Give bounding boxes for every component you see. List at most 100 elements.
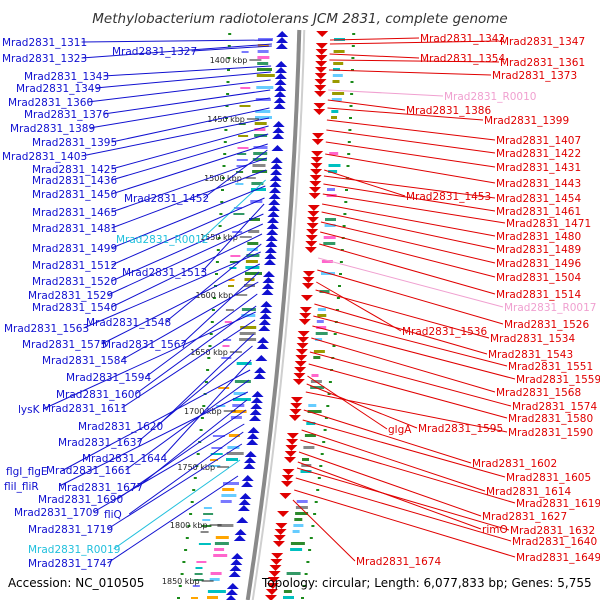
- feature-bar: [235, 183, 244, 185]
- gene-arrow-right: [268, 571, 281, 577]
- feature-bar: [226, 458, 238, 461]
- scale-label: 1700 kbp: [184, 407, 222, 416]
- gene-label-left: Mrad2831_1311: [2, 37, 87, 49]
- track-tick: [227, 69, 230, 71]
- leader-line-right: [295, 477, 512, 542]
- leader-line-left: [81, 43, 272, 59]
- gene-arrow-right: [266, 583, 279, 589]
- gene-arrow-right: [302, 271, 315, 277]
- leader-line-left: [103, 65, 272, 77]
- feature-bar: [256, 74, 275, 77]
- feature-bar: [329, 152, 339, 155]
- gene-label-left: Mrad2831_1611: [42, 403, 127, 415]
- gene-labels: Mrad2831_1311 Mrad2831_1323 Mrad2831_1327 M…: [2, 33, 600, 570]
- gene-label-left: Mrad2831_1563: [4, 323, 89, 335]
- gene-arrow-left: [276, 37, 288, 43]
- track-tick: [207, 357, 211, 359]
- gene-arrow-right: [310, 157, 323, 163]
- gene-label-right: Mrad2831_1453: [406, 191, 491, 203]
- feature-bar: [191, 597, 198, 599]
- gene-label-right: Mrad2831_1496: [496, 258, 581, 270]
- feature-bar: [324, 224, 336, 227]
- feature-bar: [290, 542, 305, 545]
- feature-bar: [209, 578, 220, 581]
- track-tick: [339, 273, 342, 275]
- gene-arrow-left: [236, 517, 249, 523]
- gene-label-right: glgA: [388, 424, 412, 436]
- feature-bar: [231, 410, 247, 413]
- gene-arrow-left: [267, 211, 280, 217]
- leader-line-left: [111, 197, 265, 266]
- feature-bar: [253, 152, 268, 155]
- gene-arrow-right: [310, 169, 323, 175]
- gene-arrow-left: [271, 145, 284, 151]
- gene-label-left: Mrad2831_1403: [2, 151, 87, 163]
- leader-line-right: [320, 221, 496, 264]
- gene-label-left: Mrad2831_1425: [32, 164, 117, 176]
- leader-line-right: [326, 119, 496, 141]
- feature-bar: [295, 512, 309, 515]
- track-tick: [227, 45, 231, 47]
- gene-arrow-right: [286, 433, 299, 439]
- feature-bar: [315, 338, 323, 341]
- gene-label-right: Mrad2831_1595: [418, 423, 503, 435]
- gene-arrow-right: [300, 295, 313, 301]
- gene-label-right: Mrad2831_1399: [484, 115, 569, 127]
- track-tick: [210, 321, 214, 323]
- feature-bar: [210, 459, 218, 461]
- feature-bar: [201, 525, 212, 527]
- track-tick: [223, 141, 227, 143]
- feature-bar: [332, 92, 345, 95]
- gene-label-left: Mrad2831_1620: [78, 421, 163, 433]
- gene-arrow-left: [268, 193, 281, 199]
- leader-line-left: [111, 157, 268, 213]
- gene-arrow-left: [259, 313, 272, 319]
- gene-arrow-left: [233, 535, 246, 541]
- gene-label-left: Mrad2831_1644: [82, 453, 167, 465]
- gene-features: [177, 31, 356, 600]
- feature-bar: [258, 38, 273, 41]
- gene-arrow-right: [298, 319, 311, 325]
- map-title: Methylobacterium radiotolerans JCM 2831,…: [92, 11, 507, 27]
- leader-line-left: [137, 345, 253, 443]
- leader-line-right: [318, 257, 504, 308]
- leader-line-right: [301, 429, 486, 492]
- gene-label-right: Mrad2831_1514: [496, 289, 581, 301]
- gene-arrow-left: [246, 433, 259, 439]
- gene-arrow-left: [247, 427, 260, 433]
- track-tick: [182, 561, 186, 563]
- gene-arrow-left: [229, 565, 242, 571]
- feature-bar: [332, 80, 340, 83]
- gene-arrow-right: [313, 109, 326, 115]
- feature-bar: [203, 507, 212, 509]
- leader-line-right: [321, 211, 496, 250]
- gene-arrow-left: [275, 61, 288, 67]
- gene-arrow-left: [230, 559, 243, 565]
- gene-arrow-right: [307, 211, 320, 217]
- feature-bar: [286, 572, 301, 575]
- gene-arrow-left: [272, 121, 285, 127]
- track-tick: [322, 441, 326, 443]
- leader-line-left: [95, 71, 271, 89]
- gene-arrow-right: [316, 31, 329, 37]
- gene-arrow-right: [290, 397, 303, 403]
- leader-line-left: [101, 263, 261, 345]
- gene-arrow-right: [265, 589, 278, 595]
- track-tick: [345, 189, 348, 191]
- track-tick: [351, 69, 354, 71]
- gene-label-left: Mrad2831_1540: [32, 302, 117, 314]
- gene-arrow-left: [269, 175, 282, 181]
- track-tick: [220, 201, 224, 203]
- feature-bar: [236, 362, 252, 365]
- gene-arrow-right: [315, 67, 328, 73]
- feature-bar: [311, 374, 319, 377]
- gene-label-right: Mrad2831_1504: [496, 272, 581, 284]
- gene-arrow-right: [295, 355, 308, 361]
- feature-bar: [245, 260, 258, 263]
- track-tick: [349, 117, 352, 119]
- leader-line-left: [107, 443, 243, 530]
- gene-arrow-left: [269, 187, 282, 193]
- gene-label-right: Mrad2831_R0010: [444, 91, 536, 103]
- track-tick: [304, 573, 308, 575]
- gene-arrow-right: [309, 175, 322, 181]
